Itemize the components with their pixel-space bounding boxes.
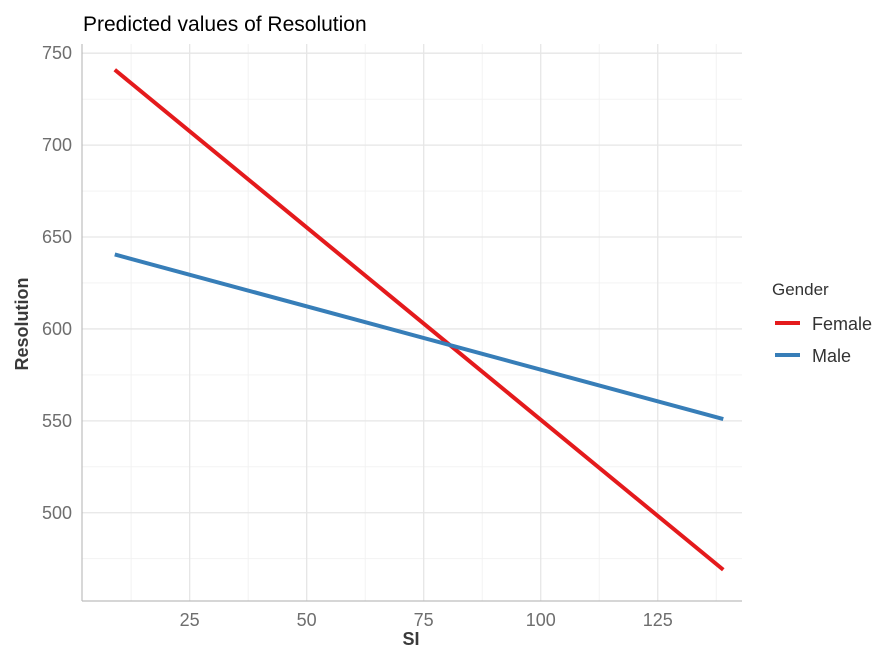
legend-items: Female Male <box>775 314 872 366</box>
y-tick-label: 750 <box>42 43 72 63</box>
y-axis-title: Resolution <box>12 278 32 371</box>
x-tick-label: 75 <box>414 610 434 630</box>
x-tick-label: 100 <box>526 610 556 630</box>
y-tick-label: 650 <box>42 227 72 247</box>
chart-title: Predicted values of Resolution <box>83 13 367 36</box>
legend: Gender Female Male <box>772 280 872 366</box>
y-tick-label: 550 <box>42 411 72 431</box>
x-tick-label: 50 <box>297 610 317 630</box>
major-gridlines <box>82 44 742 601</box>
y-tick-label: 500 <box>42 503 72 523</box>
legend-title: Gender <box>772 280 829 299</box>
x-tick-label: 25 <box>180 610 200 630</box>
y-tick-label: 600 <box>42 319 72 339</box>
y-axis-tick-labels: 500 550 600 650 700 750 <box>42 43 72 523</box>
series-line-female <box>113 68 725 572</box>
x-tick-label: 125 <box>643 610 673 630</box>
series-lines <box>113 68 725 572</box>
x-axis-tick-labels: 25 50 75 100 125 <box>180 610 673 630</box>
minor-gridlines <box>82 44 742 601</box>
axes <box>81 44 742 602</box>
y-tick-label: 700 <box>42 135 72 155</box>
legend-label-male: Male <box>812 346 851 366</box>
x-axis-title: SI <box>402 629 419 649</box>
series-line-male <box>114 252 724 421</box>
legend-label-female: Female <box>812 314 872 334</box>
